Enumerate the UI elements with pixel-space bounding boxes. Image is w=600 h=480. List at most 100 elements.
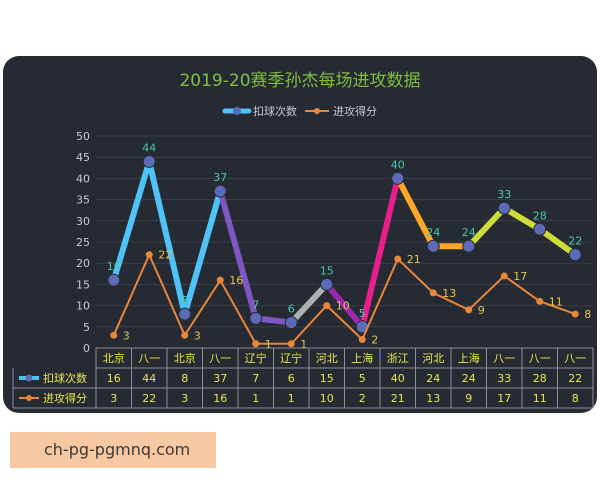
score-data-label: 13: [442, 287, 456, 300]
table-cell-spike: 40: [391, 372, 405, 385]
score-point: [358, 336, 366, 344]
table-cell-spike: 6: [288, 372, 295, 385]
spike-data-label: 24: [462, 226, 476, 239]
y-tick-label: 25: [76, 236, 90, 249]
spike-segment: [394, 175, 437, 250]
legend-marker-score: [314, 108, 320, 114]
y-axis: 0 5 10 15 20 25 30 35 40 45 50: [76, 130, 90, 355]
spike-data-label: 15: [320, 264, 334, 277]
score-line-path: [112, 252, 576, 345]
spike-point: [178, 307, 192, 321]
spike-point: [320, 277, 334, 291]
spike-segment: [465, 205, 508, 250]
x-category-label: 浙江: [387, 352, 409, 365]
spike-data-label: 24: [426, 226, 440, 239]
series-spike-line: [107, 154, 582, 334]
score-data-label: 10: [336, 300, 350, 313]
series-score-line: [110, 251, 579, 348]
x-category-label: 上海: [458, 351, 480, 365]
score-data-label: 17: [513, 270, 527, 283]
spike-point: [391, 171, 405, 185]
line-chart: 2019-20赛季孙杰每场进攻数据 扣球次数 进攻得分 0510152025303…: [12, 70, 594, 409]
spike-data-label: 22: [568, 235, 582, 248]
spike-point: [426, 239, 440, 253]
table-cell-score: 8: [572, 392, 579, 405]
y-tick-label: 10: [76, 300, 90, 313]
spike-data-label: 28: [533, 209, 547, 222]
row-header-spike: 扣球次数: [43, 371, 87, 385]
spike-segment: [359, 175, 401, 330]
y-tick-label: 15: [76, 278, 90, 291]
score-data-label: 16: [229, 274, 243, 287]
watermark-text: ch-pg-pgmnq.com: [10, 432, 216, 468]
table-cell-spike: 16: [107, 372, 121, 385]
spike-segment: [536, 226, 579, 258]
table-cell-score: 1: [252, 392, 259, 405]
score-data-label: 2: [371, 334, 378, 347]
table-cell-spike: 24: [426, 372, 440, 385]
spike-point: [249, 311, 263, 325]
spike-point: [462, 239, 476, 253]
table-cell-spike: 5: [359, 372, 366, 385]
spike-point: [107, 273, 121, 287]
table-cell-spike: 8: [181, 372, 188, 385]
table-cell-spike: 7: [252, 372, 259, 385]
table-cell-score: 13: [426, 392, 440, 405]
spike-segment: [110, 158, 153, 284]
row-key-marker-score: [26, 395, 32, 401]
y-tick-label: 5: [83, 321, 90, 334]
x-category-label: 八一: [209, 352, 231, 365]
spike-point: [284, 316, 298, 330]
legend-label-spike: 扣球次数: [253, 104, 297, 118]
spike-data-label: 8: [181, 294, 188, 307]
x-category-label: 北京: [174, 351, 196, 365]
table-cell-score: 21: [391, 392, 405, 405]
y-tick-label: 35: [76, 194, 90, 207]
score-point: [181, 331, 189, 339]
legend-marker-spike: [233, 107, 241, 115]
score-point: [110, 331, 118, 339]
score-point: [145, 251, 153, 259]
score-point: [287, 340, 295, 348]
score-point: [429, 289, 437, 297]
table-cell-spike: 37: [213, 372, 227, 385]
table-cell-spike: 22: [568, 372, 582, 385]
spike-data-label: 7: [252, 298, 259, 311]
table-cell-score: 1: [288, 392, 295, 405]
y-tick-label: 50: [76, 130, 90, 143]
table-cell-score: 3: [181, 392, 188, 405]
x-category-label: 辽宁: [280, 351, 302, 365]
x-category-label: 八一: [529, 352, 551, 365]
legend-label-score: 进攻得分: [333, 104, 377, 118]
x-category-label: 八一: [564, 352, 586, 365]
x-category-label: 上海: [351, 351, 373, 365]
table-cell-score: 10: [320, 392, 334, 405]
x-category-label: 河北: [316, 352, 338, 365]
table-cell-spike: 33: [497, 372, 511, 385]
y-tick-label: 45: [76, 151, 90, 164]
score-point: [571, 310, 579, 318]
spike-segment: [146, 158, 188, 318]
spike-point: [533, 222, 547, 236]
x-category-label: 八一: [138, 352, 160, 365]
score-data-label: 1: [265, 338, 272, 351]
score-data-label: 3: [194, 329, 201, 342]
spike-point: [213, 184, 227, 198]
spike-segment: [181, 188, 224, 318]
spike-data-label: 16: [107, 260, 121, 273]
spike-data-label: 6: [288, 303, 295, 316]
table-cell-score: 9: [465, 392, 472, 405]
spike-segment: [288, 281, 330, 326]
table-cell-score: 17: [497, 392, 511, 405]
y-tick-label: 20: [76, 257, 90, 270]
score-data-label: 21: [407, 253, 421, 266]
spike-segment: [501, 205, 543, 233]
score-point: [500, 272, 508, 280]
table-cell-score: 16: [213, 392, 227, 405]
table-cell-score: 2: [359, 392, 366, 405]
spike-data-label: 40: [391, 158, 405, 171]
chart-title: 2019-20赛季孙杰每场进攻数据: [179, 70, 420, 91]
table-cell-spike: 24: [462, 372, 476, 385]
score-data-label: 22: [158, 249, 172, 262]
